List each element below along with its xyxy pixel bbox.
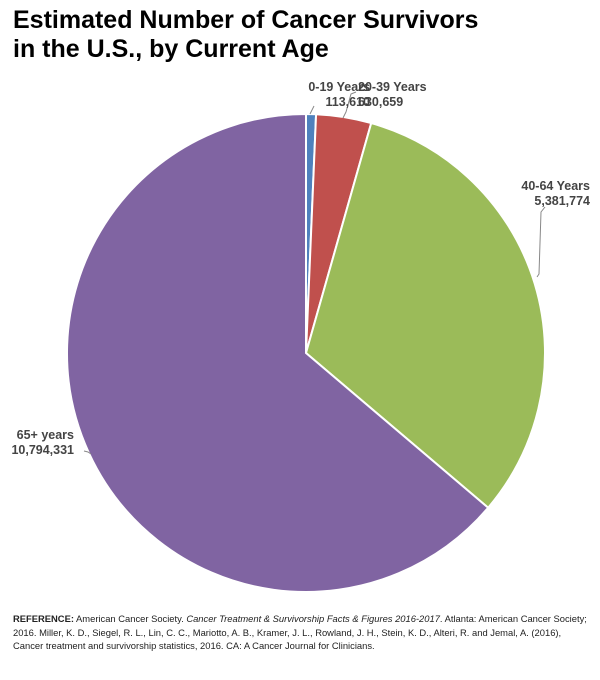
leader-line: [536, 206, 546, 278]
reference-label: REFERENCE:: [13, 613, 74, 624]
slice-label: 65+ years 10,794,331: [11, 428, 74, 457]
slice-value-label: 5,381,774: [534, 194, 590, 208]
leader-line: [83, 450, 92, 455]
reference-text-1: American Cancer Society.: [73, 613, 187, 624]
slice-category-label: 20-39 Years: [358, 80, 427, 94]
leader-line: [342, 91, 357, 119]
reference-title: Cancer Treatment & Survivorship Facts & …: [186, 613, 440, 624]
leader-line: [309, 105, 315, 115]
slice-label: 0-19 Years 113,610: [308, 80, 370, 109]
leader-lines: [83, 91, 546, 455]
chart-title: Estimated Number of Cancer Survivors in …: [13, 6, 573, 64]
chart-title-line-2: in the U.S., by Current Age: [13, 35, 329, 63]
slice-label: 20-39 Years 630,659: [358, 80, 427, 109]
pie-slices: [66, 112, 546, 593]
slice-value-label: 630,659: [358, 95, 403, 109]
chart-title-line-1: Estimated Number of Cancer Survivors: [13, 6, 479, 34]
slice-category-label: 65+ years: [17, 428, 74, 442]
slice-category-label: 0-19 Years: [308, 80, 370, 94]
reference-text-2: . Atlanta: American Cancer Society; 2016…: [13, 613, 587, 651]
slice-value-label: 10,794,331: [11, 443, 74, 457]
reference-note: REFERENCE: American Cancer Society. Canc…: [13, 612, 589, 653]
pie-slice-40-64-years: [304, 121, 546, 510]
slice-category-label: 40-64 Years: [521, 179, 590, 193]
slice-label: 40-64 Years 5,381,774: [521, 179, 590, 208]
slice-value-label: 113,610: [326, 95, 371, 109]
